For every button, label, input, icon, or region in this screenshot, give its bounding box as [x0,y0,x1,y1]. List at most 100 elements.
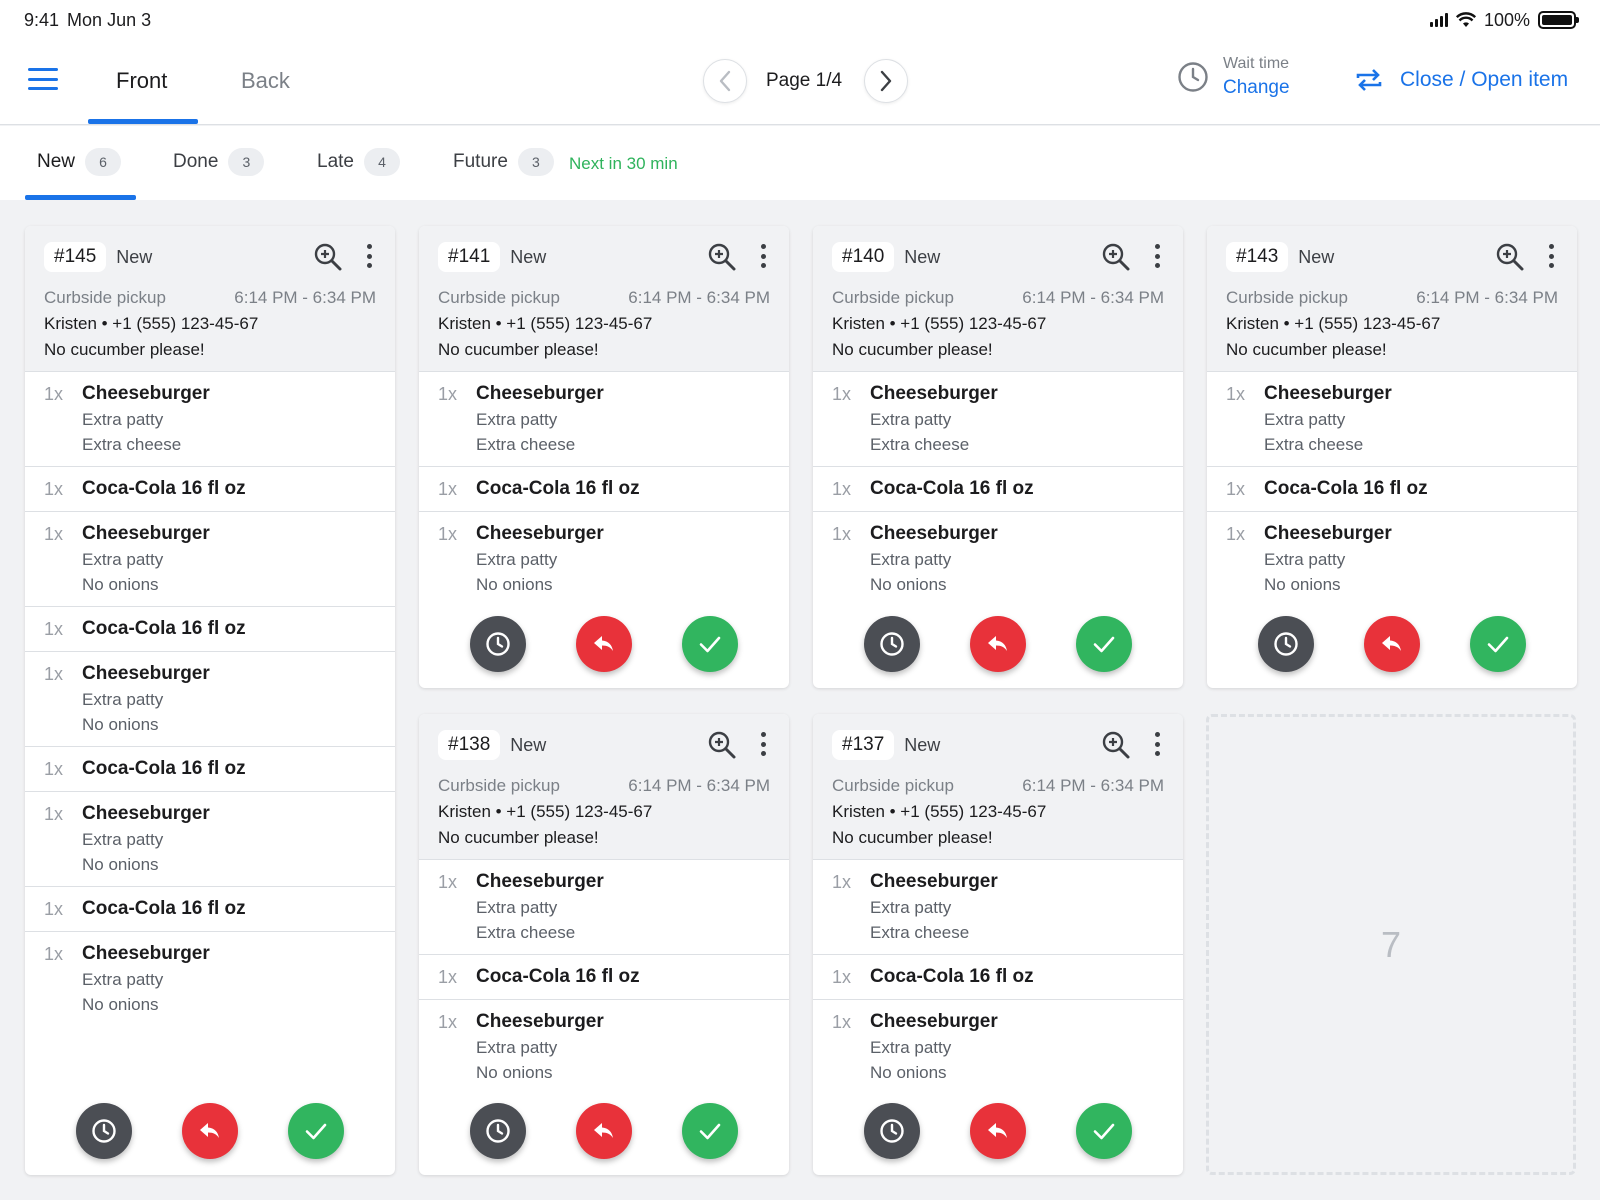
order-note: No cucumber please! [438,340,599,359]
send-back-button[interactable] [182,1103,238,1159]
filter-tab-done[interactable]: Done 3 [173,148,265,176]
zoom-order-button[interactable] [707,730,737,765]
complete-order-button[interactable] [682,1103,738,1159]
active-filter-indicator [25,195,136,200]
item-name: Cheeseburger [870,523,998,544]
item-name: Cheeseburger [476,871,604,892]
chevron-right-icon [880,70,892,92]
filter-tab-future[interactable]: Future 3 [453,148,554,176]
order-item[interactable]: 1x Coca-Cola 16 fl oz [419,467,789,512]
order-item[interactable]: 1x Cheeseburger Extra patty No onions [813,512,1183,606]
order-card[interactable]: #141 New Curbside pickup 6:14 PM - 6:34 … [419,226,789,688]
send-back-button[interactable] [576,1103,632,1159]
complete-order-button[interactable] [682,616,738,672]
order-item[interactable]: 1x Cheeseburger Extra patty Extra cheese [419,860,789,955]
more-options-icon[interactable] [755,242,771,270]
snooze-button[interactable] [76,1103,132,1159]
filter-tab-new[interactable]: New 6 [37,148,122,176]
complete-order-button[interactable] [288,1103,344,1159]
filter-tab-count: 6 [85,148,122,176]
more-options-icon[interactable] [1149,730,1165,758]
order-item[interactable]: 1x Coca-Cola 16 fl oz [25,467,395,512]
order-item[interactable]: 1x Cheeseburger Extra patty No onions [813,1000,1183,1094]
order-status: New [116,246,153,267]
order-card[interactable]: #145 New Curbside pickup 6:14 PM - 6:34 … [25,226,395,1175]
snooze-button[interactable] [1258,616,1314,672]
zoom-order-button[interactable] [707,242,737,277]
snooze-button[interactable] [864,616,920,672]
snooze-button[interactable] [864,1103,920,1159]
item-modifier: Extra patty [870,898,952,917]
order-item[interactable]: 1x Cheeseburger Extra patty Extra cheese [419,372,789,467]
checkmark-icon [1487,636,1509,653]
more-options-icon[interactable] [1149,242,1165,270]
order-item[interactable]: 1x Cheeseburger Extra patty No onions [419,1000,789,1094]
order-actions [813,616,1183,672]
order-item[interactable]: 1x Cheeseburger Extra patty No onions [1207,512,1577,606]
order-card[interactable]: #137 New Curbside pickup 6:14 PM - 6:34 … [813,714,1183,1175]
item-modifier: Extra patty [476,1038,558,1057]
order-item[interactable]: 1x Cheeseburger Extra patty No onions [25,512,395,607]
wait-time-change-link[interactable]: Change [1223,77,1290,98]
previous-page-button[interactable] [703,59,747,103]
more-options-icon[interactable] [755,730,771,758]
more-options-icon[interactable] [361,242,377,270]
order-item[interactable]: 1x Cheeseburger Extra patty Extra cheese [1207,372,1577,467]
order-item[interactable]: 1x Coca-Cola 16 fl oz [1207,467,1577,512]
item-name: Cheeseburger [82,943,210,964]
wait-time-button[interactable]: Wait time Change [1177,55,1290,99]
order-item[interactable]: 1x Cheeseburger Extra patty No onions [419,512,789,606]
close-open-item-button[interactable]: Close / Open item [1354,65,1568,95]
complete-order-button[interactable] [1076,1103,1132,1159]
send-back-button[interactable] [970,616,1026,672]
complete-order-button[interactable] [1076,616,1132,672]
zoom-order-button[interactable] [313,242,343,277]
empty-slot-number: 7 [1380,923,1402,965]
checkmark-icon [699,636,721,653]
order-item[interactable]: 1x Coca-Cola 16 fl oz [813,955,1183,1000]
filter-tab-count: 3 [228,148,265,176]
snooze-button[interactable] [470,1103,526,1159]
item-quantity: 1x [44,759,64,779]
order-item[interactable]: 1x Cheeseburger Extra patty Extra cheese [25,372,395,467]
send-back-button[interactable] [970,1103,1026,1159]
order-card[interactable]: #140 New Curbside pickup 6:14 PM - 6:34 … [813,226,1183,688]
tab-front[interactable]: Front [116,68,168,93]
send-back-button[interactable] [576,616,632,672]
more-options-icon[interactable] [1543,242,1559,270]
menu-icon[interactable] [28,68,58,90]
order-item[interactable]: 1x Cheeseburger Extra patty No onions [25,932,395,1026]
send-back-button[interactable] [1364,616,1420,672]
zoom-order-button[interactable] [1101,730,1131,765]
order-card[interactable]: #138 New Curbside pickup 6:14 PM - 6:34 … [419,714,789,1175]
item-name: Coca-Cola 16 fl oz [82,898,246,919]
customer-info: Kristen • +1 (555) 123-45-67 [832,802,1047,821]
order-item[interactable]: 1x Coca-Cola 16 fl oz [25,607,395,652]
page-indicator: Page 1/4 [766,70,843,91]
order-item[interactable]: 1x Cheeseburger Extra patty Extra cheese [813,860,1183,955]
order-item[interactable]: 1x Coca-Cola 16 fl oz [25,887,395,932]
item-name: Coca-Cola 16 fl oz [476,966,640,987]
filter-tab-late[interactable]: Late 4 [317,148,400,176]
order-header: #141 New Curbside pickup 6:14 PM - 6:34 … [419,226,789,372]
zoom-order-button[interactable] [1101,242,1131,277]
zoom-order-button[interactable] [1495,242,1525,277]
pickup-time-window: 6:14 PM - 6:34 PM [1416,288,1558,307]
item-quantity: 1x [438,524,458,544]
chevron-left-icon [719,70,731,92]
order-item[interactable]: 1x Cheeseburger Extra patty No onions [25,652,395,747]
order-item[interactable]: 1x Coca-Cola 16 fl oz [813,467,1183,512]
snooze-button[interactable] [470,616,526,672]
item-name: Coca-Cola 16 fl oz [82,478,246,499]
order-item[interactable]: 1x Cheeseburger Extra patty No onions [25,792,395,887]
order-item[interactable]: 1x Coca-Cola 16 fl oz [419,955,789,1000]
item-name: Cheeseburger [1264,383,1392,404]
next-page-button[interactable] [864,59,908,103]
item-modifier: Extra cheese [476,435,576,454]
order-item[interactable]: 1x Cheeseburger Extra patty Extra cheese [813,372,1183,467]
order-item[interactable]: 1x Coca-Cola 16 fl oz [25,747,395,792]
tab-back[interactable]: Back [241,68,290,93]
complete-order-button[interactable] [1470,616,1526,672]
pickup-time-window: 6:14 PM - 6:34 PM [234,288,376,307]
order-card[interactable]: #143 New Curbside pickup 6:14 PM - 6:34 … [1207,226,1577,688]
